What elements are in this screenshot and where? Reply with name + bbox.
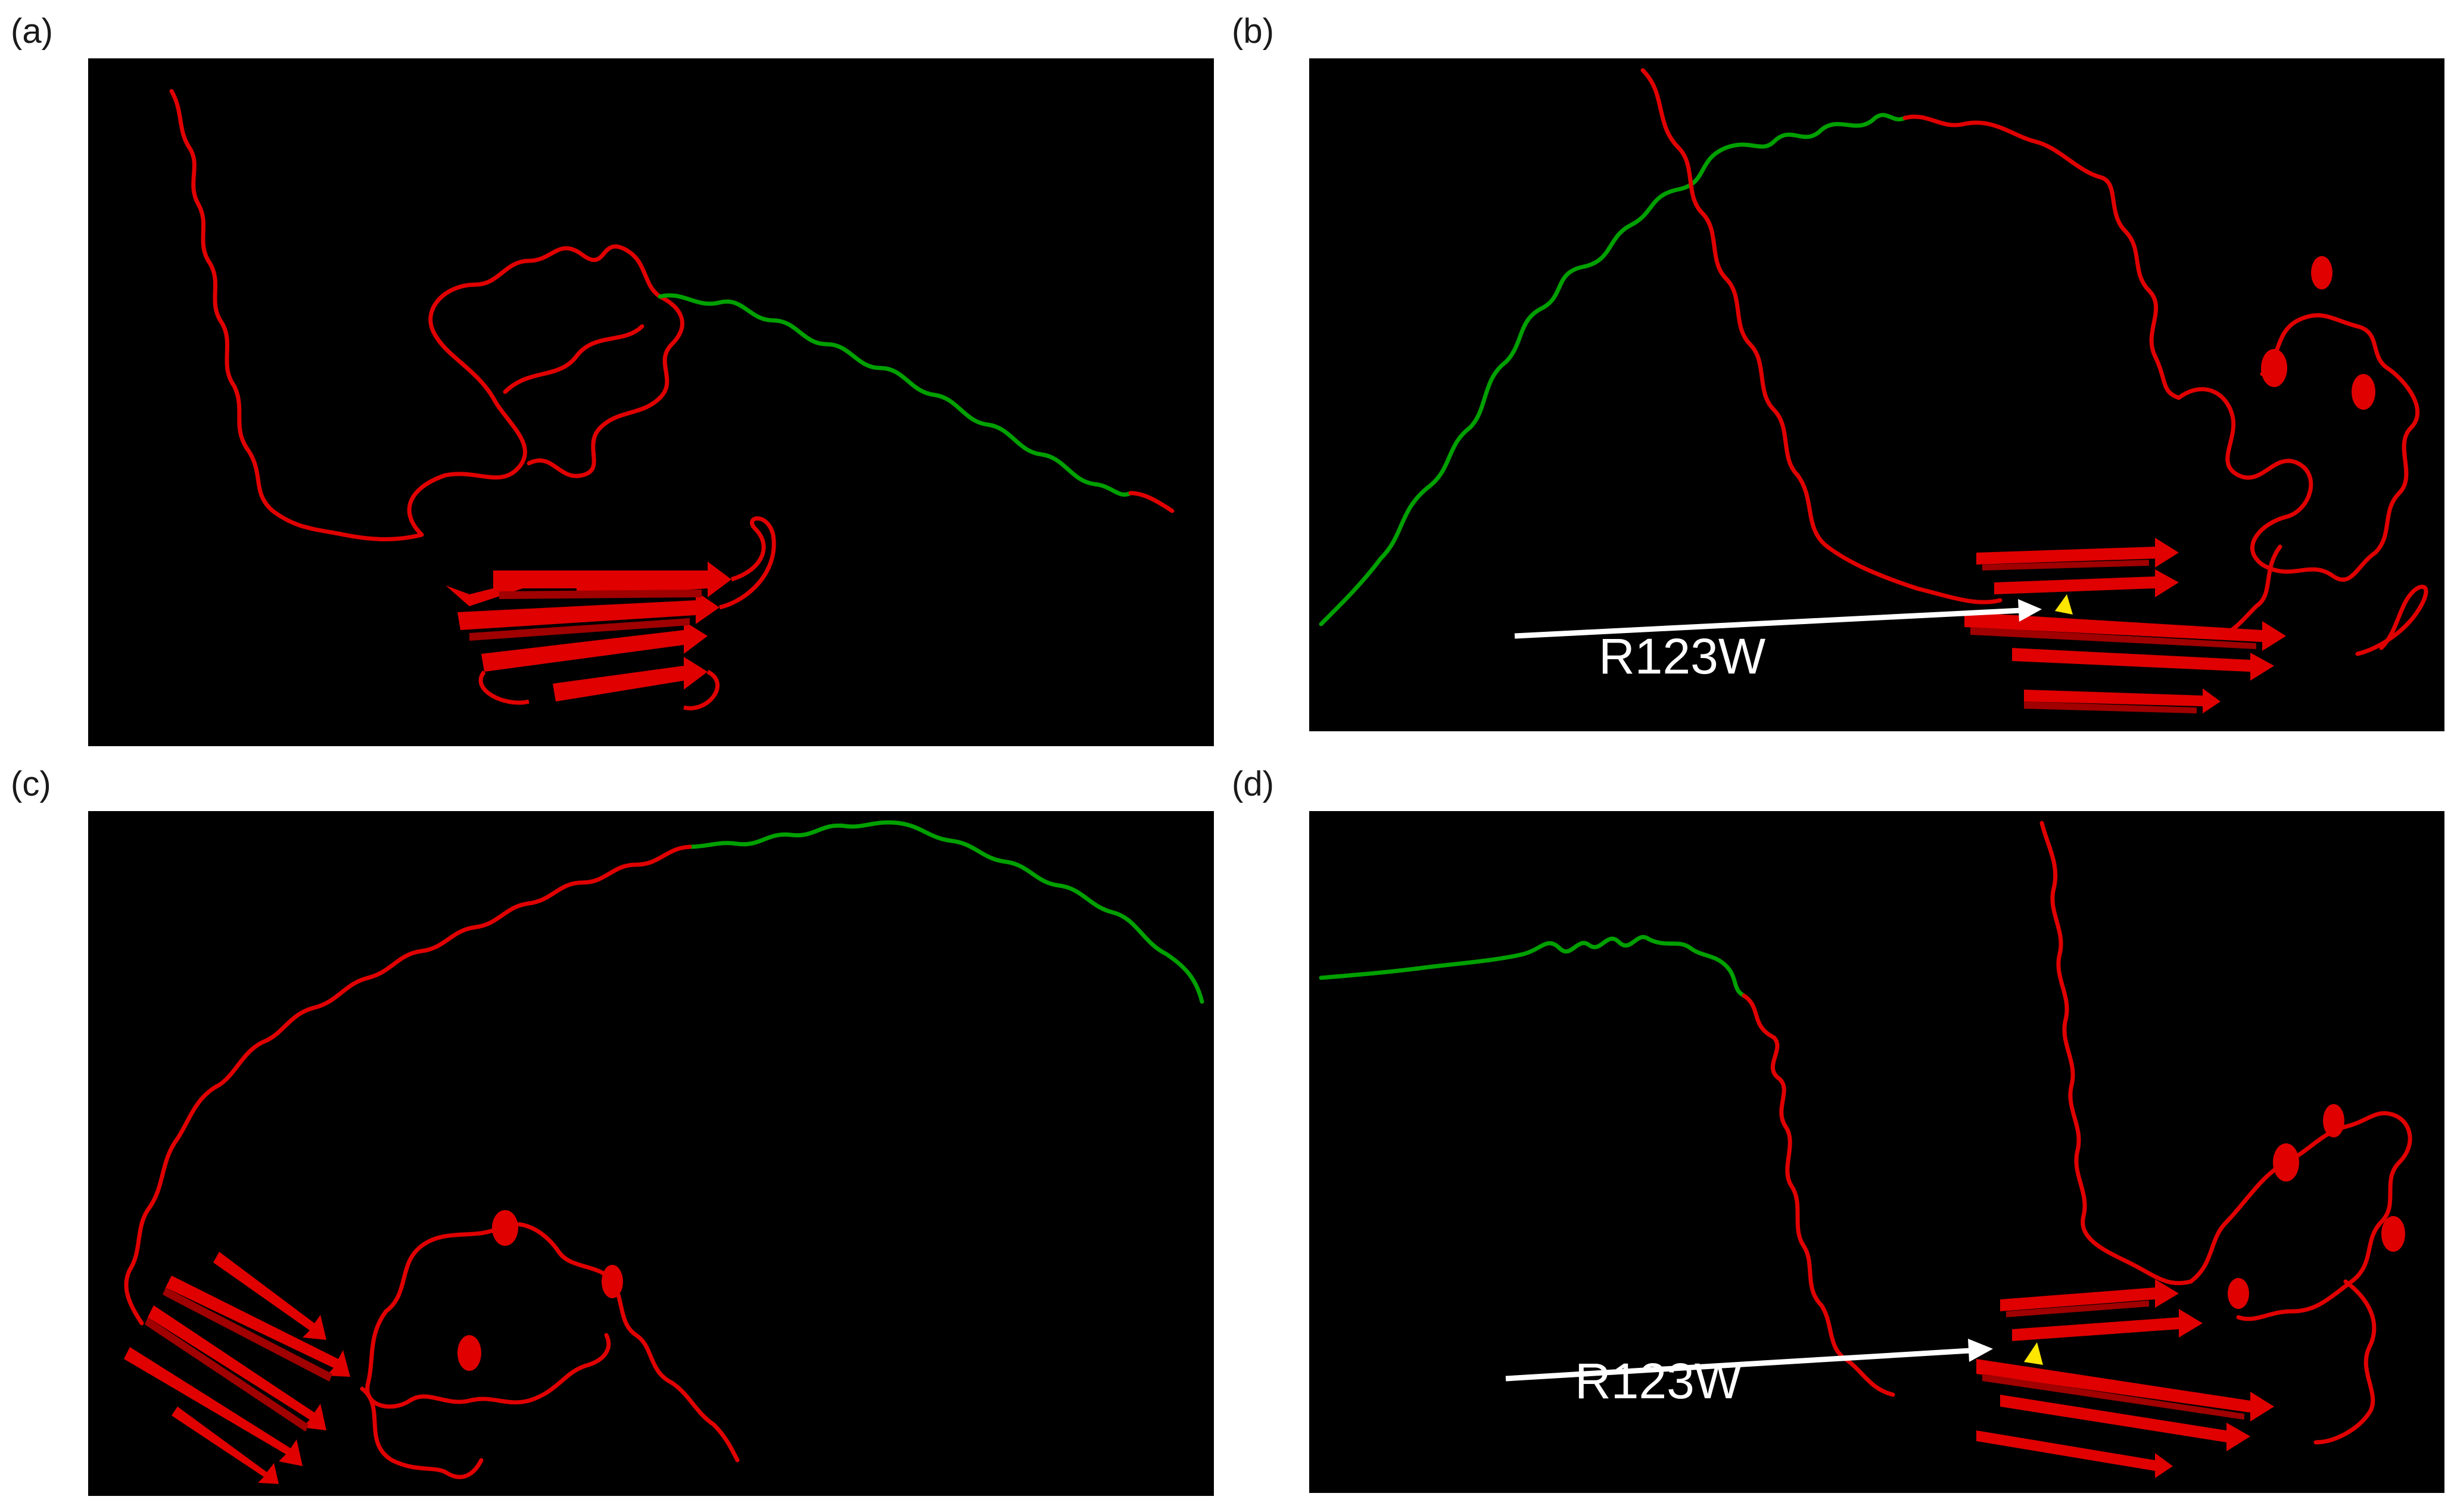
protein-structure-panel-a [88, 58, 1214, 746]
protein-structure-panel-c [88, 811, 1214, 1496]
mutation-site-marker [2024, 1342, 2043, 1365]
protein-ribbon-c [124, 820, 1204, 1484]
protein-ribbon-a [169, 89, 1175, 710]
panel-label-c: (c) [11, 765, 51, 803]
protein-ribbon-d [1319, 821, 2412, 1478]
protein-structure-panel-d: R123W [1309, 811, 2444, 1493]
mutation-site-marker [2055, 594, 2073, 615]
panel-label-d: (d) [1232, 765, 1274, 803]
protein-structure-panel-b: R123W [1309, 58, 2444, 731]
mutation-label-r123w: R123W [1575, 1353, 1742, 1409]
mutation-label-r123w: R123W [1599, 628, 1766, 684]
panel-label-b: (b) [1232, 12, 1274, 51]
panel-label-a: (a) [11, 12, 53, 51]
protein-ribbon-b [1319, 68, 2428, 713]
